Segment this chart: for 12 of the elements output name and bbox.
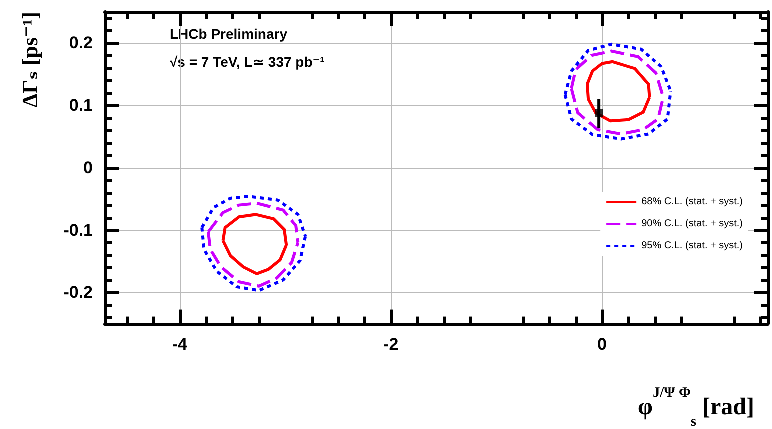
legend-label: 68% C.L. (stat. + syst.) <box>642 196 743 208</box>
legend-label: 95% C.L. (stat. + syst.) <box>642 240 743 252</box>
y-tick-label: 0.1 <box>69 96 93 116</box>
x-tick-label: -2 <box>384 334 399 354</box>
y-tick-label: 0.2 <box>69 34 93 53</box>
y-tick-label: -0.2 <box>64 283 93 302</box>
y-axis-title: ΔΓₛ [ps⁻¹] <box>18 12 43 108</box>
y-tick-label: -0.1 <box>64 220 93 240</box>
x-tick-label: 0 <box>598 334 607 354</box>
legend-label: 90% C.L. (stat. + syst.) <box>642 218 743 230</box>
y-tick-label: 0 <box>84 158 93 178</box>
x-tick-label: -4 <box>172 334 188 354</box>
